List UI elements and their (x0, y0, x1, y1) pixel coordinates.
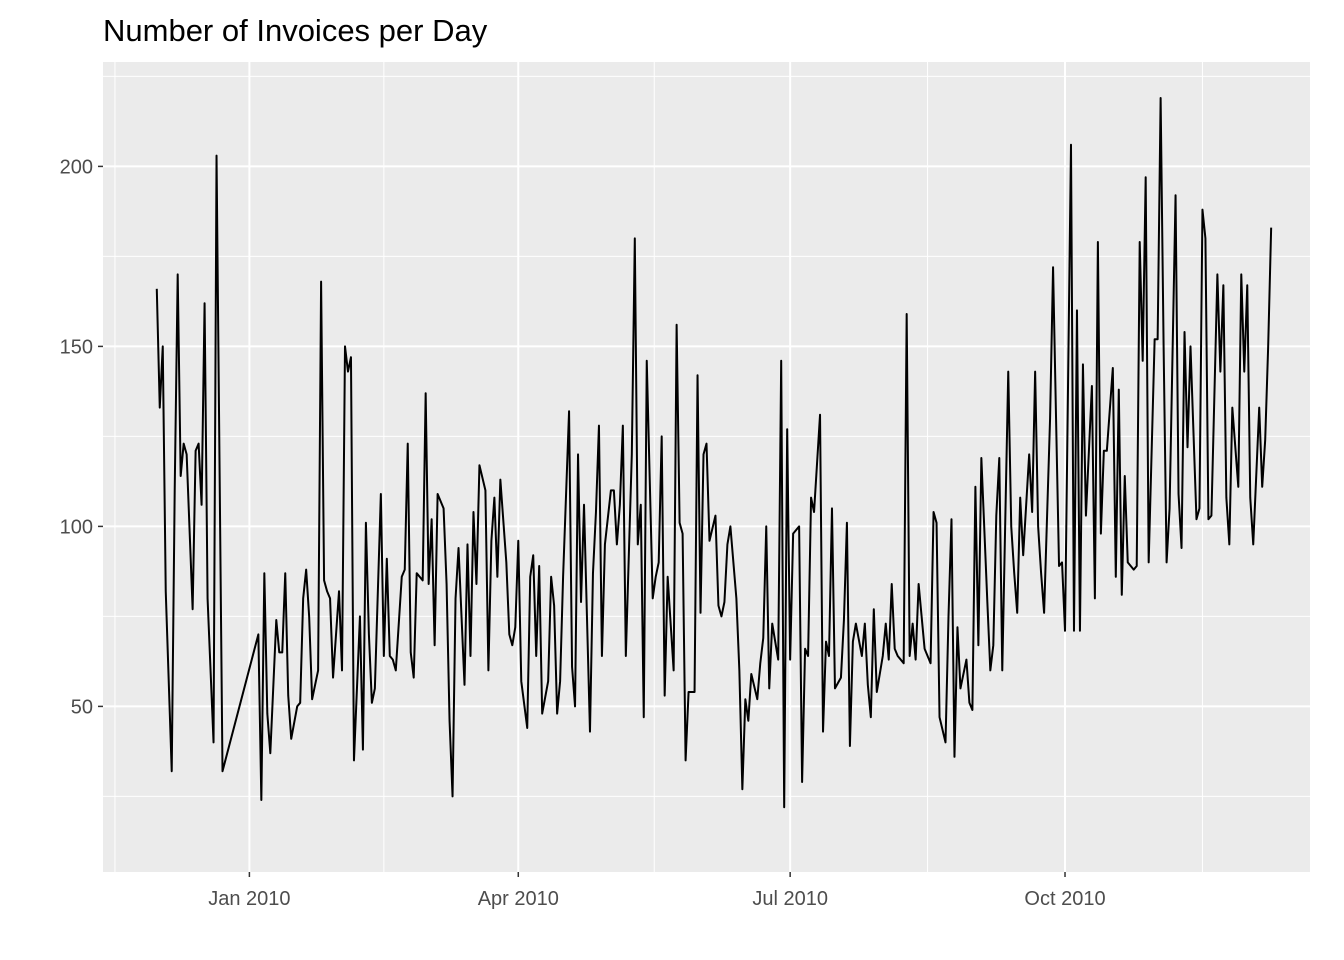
grid (103, 62, 1310, 872)
y-tick-label: 100 (60, 516, 93, 538)
y-tick-label: 150 (60, 336, 93, 358)
x-tick-label: Jul 2010 (752, 888, 828, 910)
x-tick-label: Jan 2010 (208, 888, 290, 910)
y-tick-label: 200 (60, 156, 93, 178)
x-tick-label: Apr 2010 (478, 888, 559, 910)
y-tick-label: 50 (71, 696, 93, 718)
x-tick-label: Oct 2010 (1024, 888, 1105, 910)
marks (155, 97, 1273, 809)
chart-title: Number of Invoices per Day (103, 13, 488, 48)
data-line (155, 97, 1273, 809)
labels: 50 100 150 200 Jan 2010 Apr 2010 Jul 2010 Oct 2… (60, 156, 1106, 910)
